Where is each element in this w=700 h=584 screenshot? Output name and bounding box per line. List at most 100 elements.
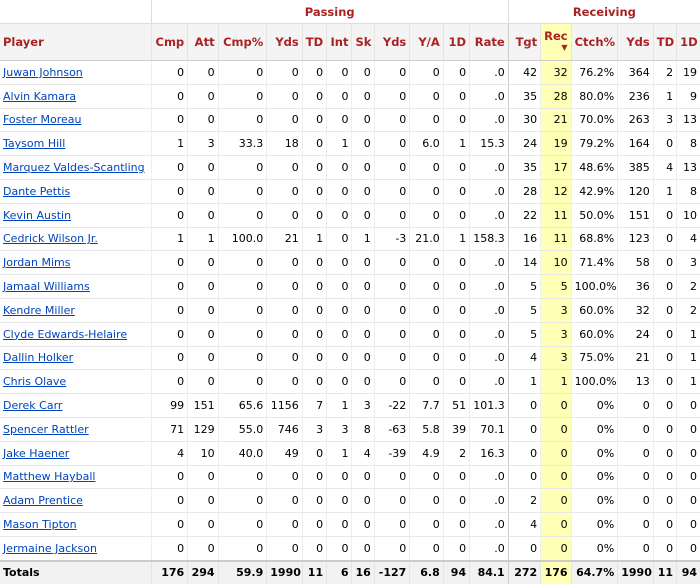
total-rec-tgt: 272 xyxy=(507,559,541,584)
cell-pass-1d: 2 xyxy=(442,441,470,466)
player-link[interactable]: Dallin Holker xyxy=(3,351,74,365)
cell-rec-1d: 0 xyxy=(676,488,700,514)
cell-pass-cmp-pct: 0 xyxy=(217,346,267,371)
col-header-pass-int[interactable]: Int xyxy=(326,23,352,61)
col-header-pass-sk[interactable]: Sk xyxy=(351,23,375,61)
table-row: Jermaine Jackson 0 0 0 0 0 0 0 0 0 0.0 0 0 0% 0 0 0 xyxy=(0,536,700,562)
col-header-rec-rec[interactable]: Rec ▼ xyxy=(540,23,572,61)
cell-pass-rate: .0 xyxy=(469,488,509,514)
cell-rec-yds: 58 xyxy=(617,250,654,276)
player-link[interactable]: Alvin Kamara xyxy=(3,89,77,103)
cell-pass-sk-yds: 0 xyxy=(373,298,410,323)
col-header-player[interactable]: Player xyxy=(0,23,152,61)
cell-pass-ya: 0 xyxy=(409,536,444,562)
cell-pass-att: 10 xyxy=(187,441,219,466)
cell-pass-att: 0 xyxy=(187,298,219,323)
col-header-rec-tgt[interactable]: Tgt xyxy=(507,23,541,61)
col-header-rec-ctch-pct[interactable]: Ctch% xyxy=(570,23,618,61)
cell-pass-ya: 0 xyxy=(409,108,444,133)
cell-pass-sk-yds: 0 xyxy=(373,465,410,490)
col-header-pass-rate[interactable]: Rate xyxy=(469,23,509,61)
cell-pass-rate: .0 xyxy=(469,512,509,537)
cell-pass-yds: 0 xyxy=(266,84,303,109)
col-header-pass-cmp[interactable]: Cmp xyxy=(150,23,188,61)
cell-rec-1d: 0 xyxy=(676,465,700,490)
cell-pass-sk: 0 xyxy=(351,512,375,537)
cell-pass-cmp-pct: 0 xyxy=(217,536,267,562)
player-link[interactable]: Derek Carr xyxy=(3,399,63,413)
player-link[interactable]: Chris Olave xyxy=(3,375,67,389)
player-link[interactable]: Marquez Valdes-Scantling xyxy=(3,161,145,175)
player-link[interactable]: Dante Pettis xyxy=(3,184,71,198)
player-link[interactable]: Taysom Hill xyxy=(3,137,66,151)
player-link[interactable]: Foster Moreau xyxy=(3,113,82,127)
cell-pass-cmp: 4 xyxy=(150,441,188,466)
cell-rec-1d: 10 xyxy=(676,203,700,228)
cell-pass-int: 0 xyxy=(326,488,352,514)
cell-pass-td: 0 xyxy=(301,369,327,395)
cell-pass-td: 0 xyxy=(301,155,327,180)
cell-rec-ctch-pct: 0% xyxy=(570,393,618,418)
cell-pass-td: 1 xyxy=(301,227,327,252)
cell-pass-1d: 39 xyxy=(442,417,470,442)
cell-pass-rate: 158.3 xyxy=(469,227,509,252)
cell-pass-1d: 0 xyxy=(442,108,470,133)
cell-pass-sk: 0 xyxy=(351,322,375,347)
cell-rec-1d: 0 xyxy=(676,393,700,418)
player-link[interactable]: Jordan Mims xyxy=(3,256,71,270)
cell-pass-int: 0 xyxy=(326,60,352,85)
cell-pass-sk: 0 xyxy=(351,250,375,276)
group-header-blank xyxy=(0,0,152,24)
cell-rec-tgt: 4 xyxy=(507,512,541,537)
cell-rec-rec: 19 xyxy=(540,131,572,157)
total-pass-yds: 1990 xyxy=(266,559,303,584)
table-row: Clyde Edwards-Helaire 0 0 0 0 0 0 0 0 0 0.0 5 3 60.0%… xyxy=(0,322,700,347)
player-link[interactable]: Jake Haener xyxy=(3,446,70,460)
col-header-pass-ya[interactable]: Y/A xyxy=(409,23,444,61)
player-link[interactable]: Kendre Miller xyxy=(3,303,75,317)
col-header-rec-td[interactable]: TD xyxy=(652,23,677,61)
cell-rec-ctch-pct: 0% xyxy=(570,536,618,562)
col-header-pass-sk-yds[interactable]: Yds xyxy=(373,23,410,61)
cell-rec-ctch-pct: 50.0% xyxy=(570,203,618,228)
player-cell: Dante Pettis xyxy=(0,179,152,204)
col-header-pass-td[interactable]: TD xyxy=(301,23,327,61)
col-header-pass-cmp-pct[interactable]: Cmp% xyxy=(217,23,267,61)
cell-pass-cmp: 0 xyxy=(150,179,188,204)
cell-rec-1d: 8 xyxy=(676,179,700,204)
player-link[interactable]: Spencer Rattler xyxy=(3,422,89,436)
col-header-pass-att[interactable]: Att xyxy=(187,23,219,61)
cell-rec-rec: 11 xyxy=(540,203,572,228)
player-link[interactable]: Juwan Johnson xyxy=(3,65,83,79)
cell-pass-cmp: 0 xyxy=(150,274,188,299)
cell-pass-yds: 0 xyxy=(266,488,303,514)
cell-pass-sk: 3 xyxy=(351,393,375,418)
col-header-rec-yds[interactable]: Yds xyxy=(617,23,654,61)
total-pass-cmp: 176 xyxy=(150,559,188,584)
player-link[interactable]: Mason Tipton xyxy=(3,518,77,532)
cell-rec-td: 1 xyxy=(652,179,677,204)
player-link[interactable]: Clyde Edwards-Helaire xyxy=(3,327,128,341)
player-link[interactable]: Matthew Hayball xyxy=(3,470,96,484)
cell-pass-int: 1 xyxy=(326,131,352,157)
player-link[interactable]: Adam Prentice xyxy=(3,494,83,508)
cell-pass-cmp-pct: 65.6 xyxy=(217,393,267,418)
col-header-rec-1d[interactable]: 1D xyxy=(676,23,700,61)
cell-rec-rec: 0 xyxy=(540,536,572,562)
cell-rec-yds: 0 xyxy=(617,512,654,537)
col-header-pass-1d[interactable]: 1D xyxy=(442,23,470,61)
player-link[interactable]: Jamaal Williams xyxy=(3,280,90,294)
cell-rec-tgt: 30 xyxy=(507,108,541,133)
cell-pass-td: 3 xyxy=(301,417,327,442)
cell-pass-td: 0 xyxy=(301,84,327,109)
player-link[interactable]: Jermaine Jackson xyxy=(3,541,97,555)
player-link[interactable]: Kevin Austin xyxy=(3,208,72,222)
col-header-pass-yds[interactable]: Yds xyxy=(266,23,303,61)
player-link[interactable]: Cedrick Wilson Jr. xyxy=(3,232,98,246)
cell-pass-1d: 0 xyxy=(442,298,470,323)
cell-pass-sk: 0 xyxy=(351,131,375,157)
cell-rec-rec: 3 xyxy=(540,346,572,371)
player-cell: Alvin Kamara xyxy=(0,84,152,109)
cell-pass-ya: 0 xyxy=(409,346,444,371)
cell-pass-cmp-pct: 40.0 xyxy=(217,441,267,466)
